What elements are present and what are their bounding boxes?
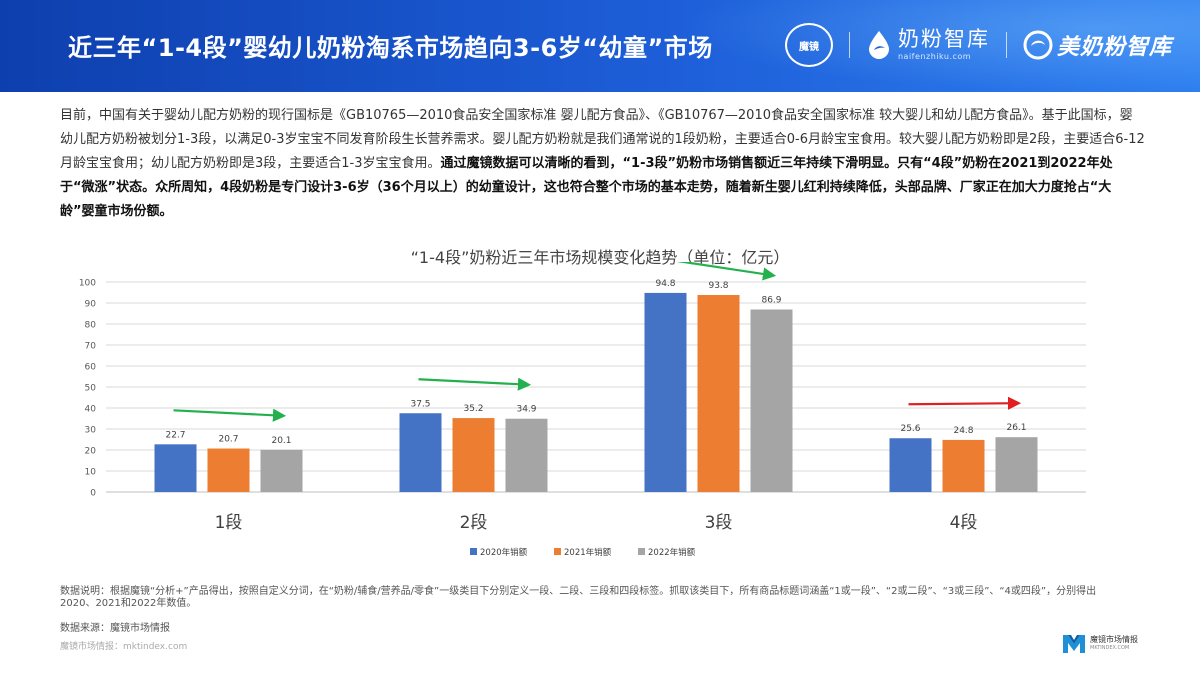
naifen-logo-name: 奶粉智库	[897, 27, 990, 51]
chart-legend: 2020年销额 2021年销额 2022年销额	[470, 547, 696, 558]
legend-swatch	[638, 548, 645, 555]
bar	[399, 413, 442, 492]
legend-swatch	[554, 548, 561, 555]
y-tick-label: 90	[85, 300, 97, 310]
data-label: 25.6	[900, 424, 920, 434]
data-label: 93.8	[708, 281, 728, 291]
header-logos: 魔镜 奶粉智库 naifenzhiku.com 美奶粉智库	[784, 22, 1172, 68]
bar	[750, 309, 793, 492]
magic-mirror-logo-text: 魔镜	[798, 41, 819, 53]
data-label: 22.7	[165, 430, 185, 440]
data-label: 94.8	[655, 279, 675, 289]
data-label: 37.5	[410, 399, 430, 409]
x-category-label: 2段	[460, 513, 488, 533]
intro-text: 目前，中国有关于婴幼儿配方奶粉的现行国标是《GB10765—2010食品安全国家…	[60, 108, 1145, 171]
legend-label: 2022年销额	[648, 547, 696, 558]
x-category-label: 4段	[950, 513, 978, 533]
y-tick-label: 50	[85, 384, 97, 394]
page-title: 近三年“1-4段”婴幼儿奶粉淘系市场趋向3-6岁“幼童”市场	[68, 34, 713, 62]
y-tick-label: 0	[90, 489, 96, 499]
bar	[207, 448, 250, 492]
bar	[995, 437, 1038, 492]
water-drop-logo-icon	[868, 31, 889, 59]
bar	[154, 444, 197, 492]
y-tick-label: 70	[85, 342, 97, 352]
data-label: 26.1	[1006, 423, 1026, 433]
chart-bars	[154, 292, 1038, 492]
swirl-logo-icon	[1023, 30, 1053, 60]
data-label: 35.2	[463, 404, 483, 414]
meinaifen-logo-name: 美奶粉智库	[1056, 35, 1172, 60]
bar	[452, 418, 495, 492]
bar	[889, 438, 932, 492]
y-tick-label: 20	[85, 447, 97, 457]
legend-label: 2020年销额	[480, 547, 528, 558]
header-decoration	[680, 0, 1200, 92]
mktindex-logo-sub: MKTINDEX.COM	[1090, 644, 1130, 651]
meinaifen-logo: 美奶粉智库	[1023, 29, 1172, 61]
y-tick-label: 30	[85, 426, 97, 436]
x-category-label: 3段	[705, 513, 733, 533]
chart-value-labels: 22.7 20.7 20.1 37.5 35.2 34.9 94.8 93.8 86.9 25.6…	[165, 279, 1026, 446]
y-tick-label: 40	[85, 405, 97, 415]
header-banner: 近三年“1-4段”婴幼儿奶粉淘系市场趋向3-6岁“幼童”市场 魔镜 奶粉智库 n…	[0, 0, 1200, 92]
naifen-logo-url: naifenzhiku.com	[897, 52, 972, 61]
trend-arrow	[418, 377, 532, 391]
intro-paragraph: 目前，中国有关于婴幼儿配方奶粉的现行国标是《GB10765—2010食品安全国家…	[60, 104, 1145, 224]
magic-mirror-logo-icon: 魔镜	[784, 23, 833, 67]
m-logo-icon	[1063, 635, 1085, 653]
logo-divider	[848, 32, 850, 58]
bar-chart: 22.7 20.7 20.1 37.5 35.2 34.9 94.8 93.8 86.9 25.6…	[79, 262, 1086, 558]
mktindex-logo-name: 魔镜市场情报	[1090, 634, 1138, 644]
naifen-logo: 奶粉智库 naifenzhiku.com	[866, 29, 990, 61]
data-label: 20.1	[271, 436, 291, 446]
trend-arrow	[173, 408, 287, 422]
bar	[644, 292, 687, 492]
intro-highlight: 通过魔镜数据可以清晰的看到，“1-3段”奶粉市场销售额近三年持续下滑明显。只有“…	[60, 156, 1113, 219]
chart-axis-labels: 0 10 20 30 40 50 60 70 80 90 100 1段 2段 3段 4段	[79, 279, 978, 534]
bar	[505, 418, 548, 492]
chart-trend-arrows	[173, 262, 1022, 422]
mktindex-logo: 魔镜市场情报 MKTINDEX.COM	[1062, 632, 1138, 654]
chart-title: “1-4段”奶粉近三年市场规模变化趋势（单位：亿元）	[410, 248, 790, 267]
legend-label: 2021年销额	[564, 547, 612, 558]
logo-divider	[1005, 32, 1007, 58]
trend-arrow	[908, 396, 1022, 410]
x-category-label: 1段	[215, 513, 243, 533]
data-label: 86.9	[761, 296, 781, 306]
bar	[697, 295, 740, 492]
y-tick-label: 10	[85, 468, 97, 478]
data-label: 34.9	[516, 405, 536, 415]
trend-arrow	[676, 262, 777, 281]
bar	[942, 439, 985, 492]
data-source: 数据来源：魔镜市场情报	[60, 623, 170, 634]
footer-url: 魔镜市场情报：mktindex.com	[60, 642, 188, 652]
data-label: 20.7	[218, 435, 238, 445]
data-label: 24.8	[953, 426, 973, 436]
bar	[260, 449, 303, 492]
data-note: 数据说明：根据魔镜“分析+”产品得出，按照自定义分词，在“奶粉/辅食/营养品/零…	[60, 586, 1097, 609]
chart-grid	[106, 281, 1086, 493]
legend-swatch	[470, 548, 477, 555]
y-tick-label: 60	[85, 363, 97, 373]
y-tick-label: 100	[79, 279, 96, 289]
y-tick-label: 80	[85, 321, 97, 331]
